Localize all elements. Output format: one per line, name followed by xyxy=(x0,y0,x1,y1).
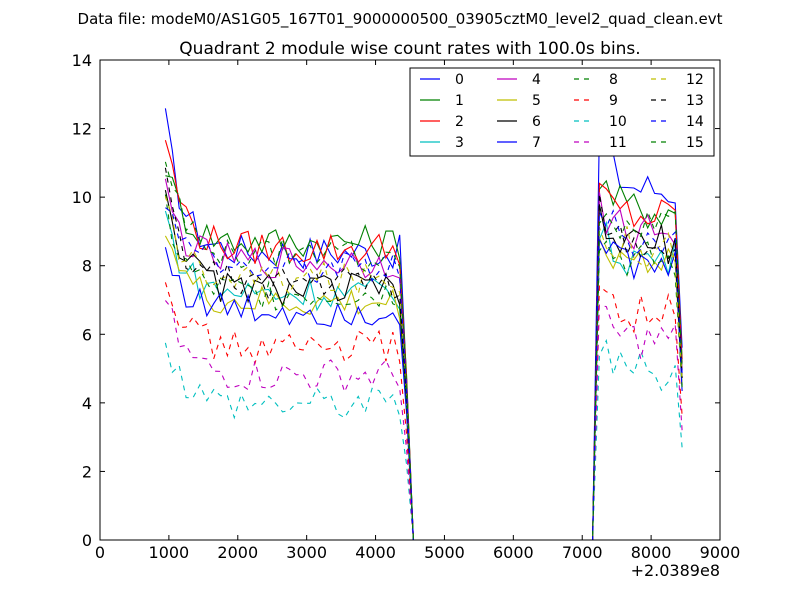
figure-suptitle: Data file: modeM0/AS1G05_167T01_90000005… xyxy=(78,10,723,29)
series-line-6 xyxy=(164,189,683,540)
x-tick-label: 1000 xyxy=(149,543,190,562)
plot-area xyxy=(164,108,683,540)
y-tick-label: 6 xyxy=(82,325,92,344)
series-line-14 xyxy=(165,207,683,540)
y-tick-label: 0 xyxy=(82,531,92,550)
legend-label-1: 1 xyxy=(455,93,464,109)
x-tick-label: 6000 xyxy=(493,543,534,562)
x-tick-label: 4000 xyxy=(355,543,396,562)
legend-label-4: 4 xyxy=(532,72,541,88)
series-line-0 xyxy=(164,108,683,540)
chart-title: Quadrant 2 module wise count rates with … xyxy=(179,39,640,59)
legend-label-6: 6 xyxy=(532,114,541,130)
legend-label-13: 13 xyxy=(686,93,704,109)
x-tick-label: 5000 xyxy=(424,543,465,562)
legend-label-2: 2 xyxy=(455,114,464,130)
legend-box xyxy=(409,67,715,157)
x-tick-label: 7000 xyxy=(562,543,603,562)
legend-label-9: 9 xyxy=(609,93,618,109)
y-tick-label: 14 xyxy=(72,51,92,70)
y-tick-label: 4 xyxy=(82,394,92,413)
legend-label-10: 10 xyxy=(609,114,627,130)
series-line-11 xyxy=(164,300,683,540)
series-line-8 xyxy=(164,194,683,540)
y-tick-label: 8 xyxy=(82,257,92,276)
y-tick-label: 10 xyxy=(72,188,92,207)
legend-label-7: 7 xyxy=(532,135,541,151)
series-line-15 xyxy=(164,161,683,540)
series-line-3 xyxy=(164,210,683,540)
x-tick-label: 8000 xyxy=(631,543,672,562)
legend-label-11: 11 xyxy=(609,135,627,151)
x-tick-label: 0 xyxy=(95,543,105,562)
x-tick-label: 3000 xyxy=(286,543,327,562)
legend-label-15: 15 xyxy=(686,135,704,151)
y-tick-label: 12 xyxy=(72,120,92,139)
series-line-2 xyxy=(164,140,683,540)
axes: 0 1000 2000 3000 4000 5000 6000 7000 8000 9000 0 2 4… xyxy=(72,51,741,562)
series-line-12 xyxy=(164,196,683,540)
legend-label-14: 14 xyxy=(686,114,704,130)
legend-label-0: 0 xyxy=(455,72,464,88)
x-tick-label: 9000 xyxy=(700,543,741,562)
legend-label-5: 5 xyxy=(532,93,541,109)
x-offset-label: +2.0389e8 xyxy=(631,561,720,580)
axes-frame xyxy=(99,59,721,541)
legend-label-8: 8 xyxy=(609,72,618,88)
x-tick-label: 2000 xyxy=(217,543,258,562)
series-line-9 xyxy=(164,282,683,540)
y-tick-label: 2 xyxy=(82,462,92,481)
series-line-10 xyxy=(164,338,683,540)
legend-label-3: 3 xyxy=(455,135,464,151)
legend-label-12: 12 xyxy=(686,72,704,88)
series-line-5 xyxy=(164,235,683,540)
